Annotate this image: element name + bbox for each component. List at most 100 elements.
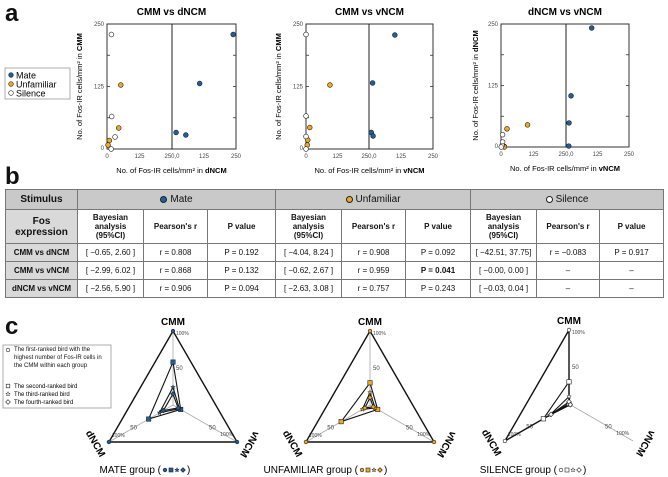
- x-axis-label: No. of Fos-IR cells/mm² in vNCM: [314, 166, 424, 175]
- square-marker-icon: [367, 380, 373, 386]
- square-marker-icon: [566, 379, 572, 385]
- x-tick-label: 125: [332, 154, 343, 160]
- plot-title: CMM vs dNCM: [137, 7, 206, 18]
- data-point-silence: [108, 31, 115, 38]
- axis-max-label: 100%: [373, 331, 386, 337]
- x-tick-label: 0: [304, 154, 308, 160]
- axis-label-vncm: vNCM: [633, 428, 657, 458]
- star-marker-icon: [170, 384, 176, 390]
- data-point-silence: [112, 134, 118, 140]
- axis-label-cmm: CMM: [358, 317, 382, 328]
- circle-marker-icon: [162, 467, 168, 473]
- y-tick-label: 125: [488, 84, 499, 90]
- radar-polygon-rank-3: [158, 385, 181, 414]
- star-marker-icon: [5, 391, 11, 397]
- table-cell: P = 0.132: [206, 261, 277, 280]
- x-axis-label-prefix: No. of Fos-IR cells/mm² in: [510, 164, 599, 173]
- data-point-unfamiliar: [307, 124, 313, 131]
- x-tick-label: 250: [231, 154, 242, 160]
- circle-marker-icon: [431, 439, 437, 445]
- x-tick-label: 250,0: [164, 154, 180, 160]
- square-marker-icon: [365, 467, 371, 473]
- x-tick-label: 0: [105, 154, 109, 160]
- group-label-end: ): [583, 465, 586, 476]
- axis-max-label: 100%: [616, 431, 629, 437]
- plot-title: dNCM vs vNCM: [528, 7, 602, 18]
- x-axis-label-region: dNCM: [205, 166, 227, 175]
- table-cell: P = 0.917: [599, 243, 665, 262]
- axis-mid-label: 50: [373, 366, 380, 372]
- data-point-mate: [196, 80, 203, 87]
- data-point-silence: [108, 113, 115, 120]
- table-cell: P = 0.192: [206, 243, 277, 262]
- table-cell: [ −42.51, 37.75]: [470, 243, 538, 262]
- x-tick-label: 0: [499, 152, 503, 158]
- table-cell: –: [599, 261, 665, 280]
- x-tick-label: 125: [134, 154, 145, 160]
- circle-marker-icon: [367, 328, 373, 334]
- scatter-plot-2: CMM vs vNCM 0 125 250,0 125 250 0 125 250 No. of …: [274, 7, 439, 175]
- data-point-mate: [566, 143, 572, 149]
- radar-polygon-rank-2: [147, 360, 182, 420]
- star-marker-icon: [566, 393, 572, 400]
- table-cell: [ −0.00, 0.00 ]: [470, 261, 538, 280]
- diamond-marker-icon: [567, 401, 574, 408]
- diamond-marker-icon: [576, 467, 582, 473]
- circle-marker-icon: [170, 328, 176, 334]
- radar-axis-line: [369, 404, 435, 443]
- stimulus-header: Stimulus: [5, 189, 78, 210]
- axis-mid-label: 50: [572, 365, 579, 371]
- diamond-marker-icon: [5, 399, 11, 405]
- data-point-silence: [498, 144, 504, 150]
- group-header-mate: Mate: [76, 189, 277, 210]
- fos-expression-header: Fos expression: [5, 209, 78, 244]
- diamond-marker-icon: [170, 391, 176, 397]
- table-cell: –: [536, 279, 601, 298]
- group-label: MATE group (: [100, 465, 162, 476]
- square-marker-icon: [540, 416, 546, 422]
- star-marker-icon: [174, 467, 180, 473]
- legend-c-label-1: The first-ranked bird with the highest n…: [14, 347, 102, 369]
- table-cell: P = 0.092: [405, 243, 472, 262]
- y-axis-label-prefix: No. of Fos-IR cells/mm² in: [75, 51, 84, 140]
- axis-label-vncm: vNCM: [434, 429, 458, 459]
- table-row: CMM vs dNCM[ −0.65, 2.60 ] r = 0.808 P = 0…: [5, 243, 665, 262]
- y-axis-label: No. of Fos-IR cells/mm² in dNCM: [471, 30, 480, 140]
- circle-marker-icon: [234, 439, 240, 445]
- x-tick-label: 125: [396, 154, 407, 160]
- circle-marker-icon: [558, 467, 564, 473]
- table-cell: r = 0.959: [341, 261, 407, 280]
- scatter-plot-1: CMM vs dNCM 0 125 250,0 125 250 0 125 250 No. of …: [75, 7, 242, 175]
- legend-c-label-3: The third-ranked bird: [14, 392, 70, 398]
- table-group-header-row: Stimulus Mate Unfamiliar Silence: [5, 189, 665, 210]
- axis-max-label: 100%: [112, 433, 125, 439]
- legend-c: The first-ranked bird with the highest n…: [2, 344, 112, 409]
- table-cell: r = −0.083: [536, 243, 601, 262]
- table-cell: r = 0.908: [341, 243, 407, 262]
- data-point-unfamiliar: [105, 142, 111, 148]
- table-cell: [ −2.63, 3.08 ]: [275, 279, 343, 298]
- radar-axis-line: [568, 403, 634, 442]
- y-tick-label: 0: [101, 146, 105, 152]
- table-cell: [ −0.62, 2.67 ]: [275, 261, 343, 280]
- panel-label-a: a: [5, 0, 19, 27]
- x-tick-label: 250: [624, 152, 635, 158]
- axis-max-label: 100%: [417, 432, 430, 438]
- x-tick-label: 125: [199, 154, 210, 160]
- y-axis-label-region: CMM: [75, 33, 84, 51]
- circle-marker-icon: [106, 439, 112, 445]
- data-point-silence: [303, 31, 309, 38]
- circle-marker-icon: [359, 467, 365, 473]
- diamond-marker-icon: [548, 411, 554, 418]
- group-header-silence: Silence: [470, 189, 665, 210]
- axis-mid-label: 50: [526, 425, 533, 431]
- y-tick-label: 250: [488, 22, 499, 28]
- data-point-mate: [369, 80, 376, 86]
- axis-max-label: 100%: [220, 432, 233, 438]
- radar-polygon-rank-1: [503, 327, 570, 443]
- data-point-unfamiliar: [115, 125, 122, 131]
- data-point-mate: [173, 129, 179, 136]
- group-label-end: ): [384, 465, 387, 476]
- row-label: CMM vs dNCM: [5, 243, 78, 262]
